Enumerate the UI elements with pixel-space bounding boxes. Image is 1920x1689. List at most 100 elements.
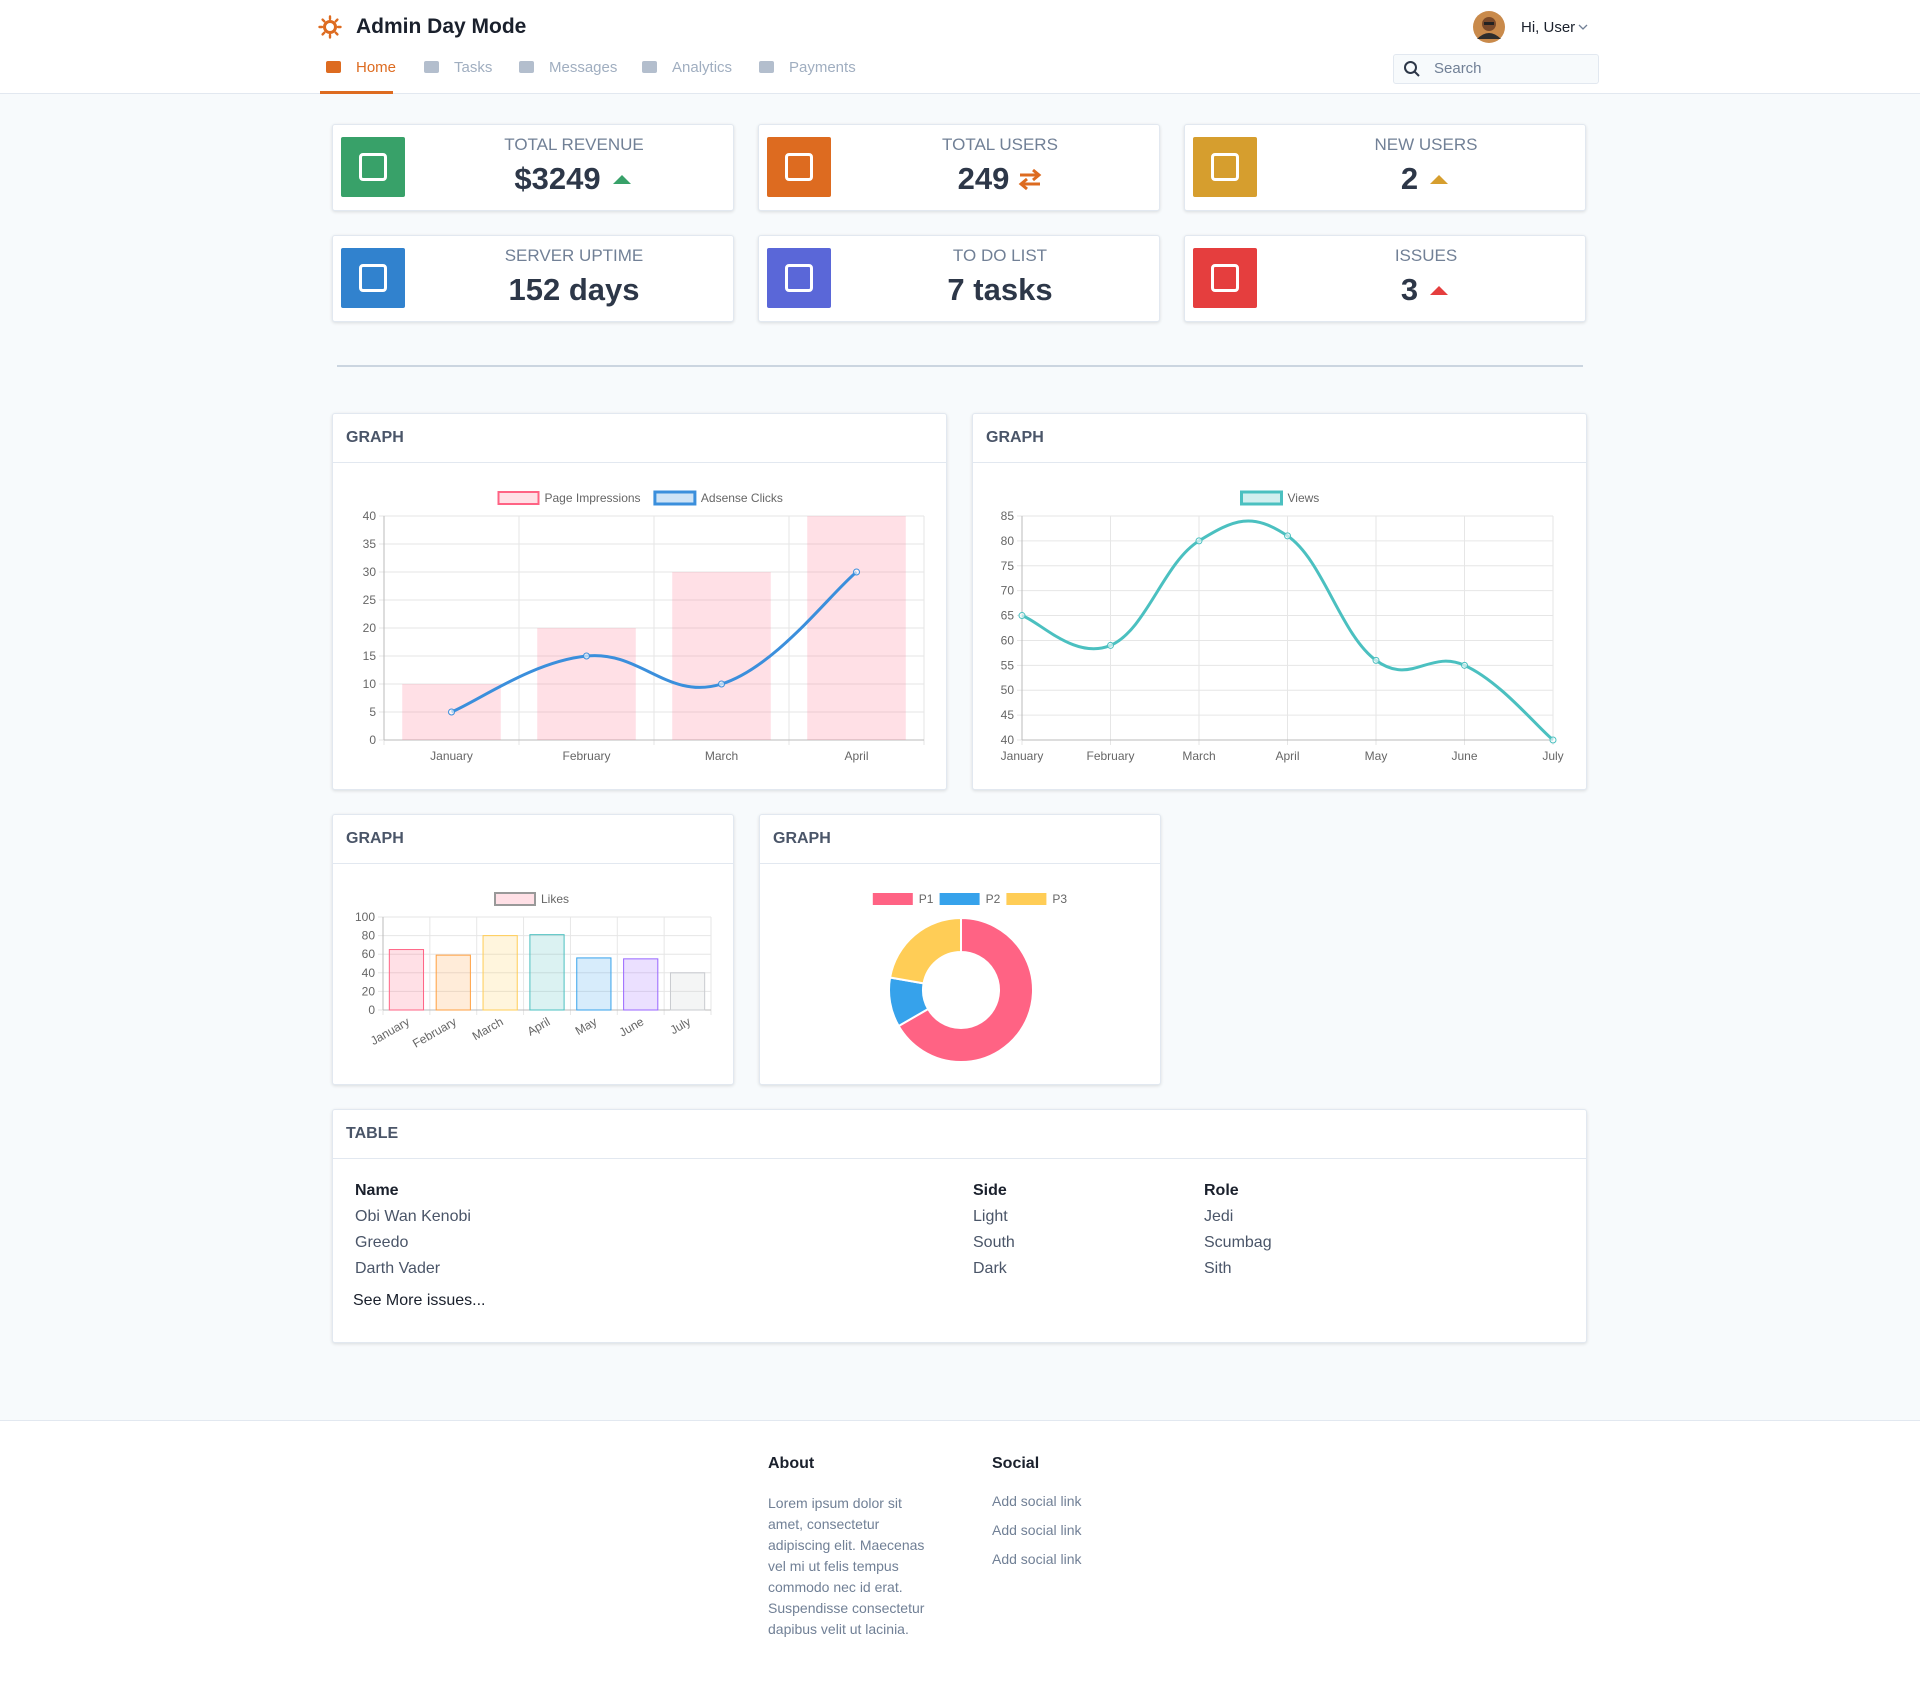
y-tick-label: 40 [1001, 733, 1015, 747]
stat-label: TO DO LIST [952, 246, 1048, 265]
table-cell: Obi Wan Kenobi [355, 1208, 471, 1225]
nav-link[interactable]: Home [356, 59, 397, 76]
nav-link[interactable]: Messages [549, 59, 618, 76]
nav-link[interactable]: Analytics [672, 59, 733, 76]
x-tick-label: June [617, 1014, 647, 1039]
point [1018, 612, 1026, 620]
stat-indicator [612, 175, 631, 184]
table-cell: South [973, 1234, 1015, 1251]
card-title: GRAPH [333, 414, 946, 463]
point [853, 568, 860, 576]
y-tick-label: 20 [363, 621, 377, 635]
stat-value-row: 249 [839, 161, 1161, 197]
stat-icon [341, 248, 405, 308]
user-menu[interactable]: Hi, User [1521, 19, 1576, 36]
y-tick-label: 10 [363, 677, 377, 691]
search-icon [1404, 61, 1420, 77]
table-header: Role [1204, 1182, 1239, 1199]
point [1107, 641, 1114, 649]
chart-card: GRAPH 0 20 40 60 80 100 January February March Apr… [332, 814, 734, 1085]
y-tick-label: 80 [1001, 534, 1015, 548]
stat-icon-glyph [359, 264, 387, 292]
x-tick-label: June [1451, 749, 1477, 763]
stat-icon [767, 248, 831, 308]
social-link[interactable]: Add social link [992, 1551, 1082, 1567]
x-tick-label: February [562, 749, 610, 763]
search-box[interactable] [1393, 54, 1599, 84]
x-tick-label: January [368, 1014, 412, 1047]
divider [337, 365, 1583, 367]
table-header: Name [355, 1182, 399, 1199]
footer-heading: About [768, 1455, 815, 1472]
legend-swatch [939, 893, 980, 905]
x-tick-label: May [1365, 749, 1388, 763]
footer-heading: Social [992, 1455, 1040, 1472]
bar [435, 954, 471, 1011]
nav-link[interactable]: Payments [789, 59, 856, 76]
y-tick-label: 0 [368, 1003, 375, 1017]
bar [388, 949, 425, 1011]
stat-icon-glyph [359, 153, 387, 181]
y-tick-label: 80 [362, 929, 376, 943]
point [448, 708, 455, 716]
x-tick-label: March [705, 749, 738, 763]
table-card: TABLE Name Side Role Obi Wan Kenobi Light Jedi… [332, 1109, 1587, 1343]
card-title: TABLE [333, 1110, 1586, 1159]
point [1549, 736, 1557, 744]
stat-icon [341, 137, 405, 197]
stat-label: NEW USERS [1374, 135, 1478, 154]
y-tick-label: 60 [1001, 633, 1015, 647]
stat-card: SERVER UPTIME 152 days [332, 235, 734, 322]
up-triangle [612, 175, 631, 184]
stat-icon-glyph [785, 264, 813, 292]
top-bar [0, 0, 1920, 94]
point [718, 680, 725, 688]
swap-arrows [1019, 168, 1042, 191]
bar [672, 572, 771, 740]
table-cell: Scumbag [1204, 1234, 1272, 1251]
stat-value: $3249 [514, 161, 601, 196]
stat-value: 152 days [508, 272, 640, 307]
chart-card: GRAPH 40 45 50 55 60 65 70 75 80 85 January February… [972, 413, 1587, 790]
point [1461, 661, 1468, 669]
y-tick-label: 35 [363, 537, 377, 551]
table-cell: Sith [1204, 1260, 1232, 1277]
line [450, 570, 858, 714]
stat-indicator [1019, 168, 1042, 191]
chart-card: GRAPH P1 P2 P3 [759, 814, 1161, 1085]
chevron [1578, 24, 1588, 30]
stat-value: 2 [1400, 161, 1419, 196]
x-tick-label: May [573, 1014, 600, 1037]
stat-card: TOTAL REVENUE $3249 [332, 124, 734, 211]
table-cell: Jedi [1204, 1208, 1234, 1225]
legend-swatch [1006, 893, 1047, 905]
see-more-link[interactable]: See More issues... [353, 1292, 486, 1309]
y-tick-label: 30 [363, 565, 377, 579]
social-link[interactable]: Add social link [992, 1493, 1082, 1509]
legend-label: P2 [986, 892, 1001, 906]
stat-card: TO DO LIST 7 tasks [758, 235, 1160, 322]
bar [807, 516, 906, 740]
stat-icon [1193, 248, 1257, 308]
stat-label: ISSUES [1394, 246, 1458, 265]
point [583, 652, 590, 660]
legend-label: Likes [541, 892, 569, 906]
y-tick-label: 75 [1001, 559, 1015, 573]
avatar[interactable] [1473, 11, 1505, 43]
nav-icon [519, 61, 534, 73]
stat-value: 249 [957, 161, 1010, 196]
stat-value-row: $3249 [413, 161, 735, 197]
app-title: Admin Day Mode [356, 15, 527, 38]
x-tick-label: January [1001, 749, 1044, 763]
card-title: GRAPH [973, 414, 1586, 463]
y-tick-label: 45 [1001, 708, 1015, 722]
bar [529, 934, 565, 1011]
x-tick-label: April [1275, 749, 1299, 763]
point [1372, 656, 1380, 664]
legend-swatch [494, 892, 536, 906]
social-link[interactable]: Add social link [992, 1522, 1082, 1538]
point [1195, 537, 1203, 545]
x-tick-label: March [470, 1014, 506, 1043]
nav-link[interactable]: Tasks [454, 59, 493, 76]
